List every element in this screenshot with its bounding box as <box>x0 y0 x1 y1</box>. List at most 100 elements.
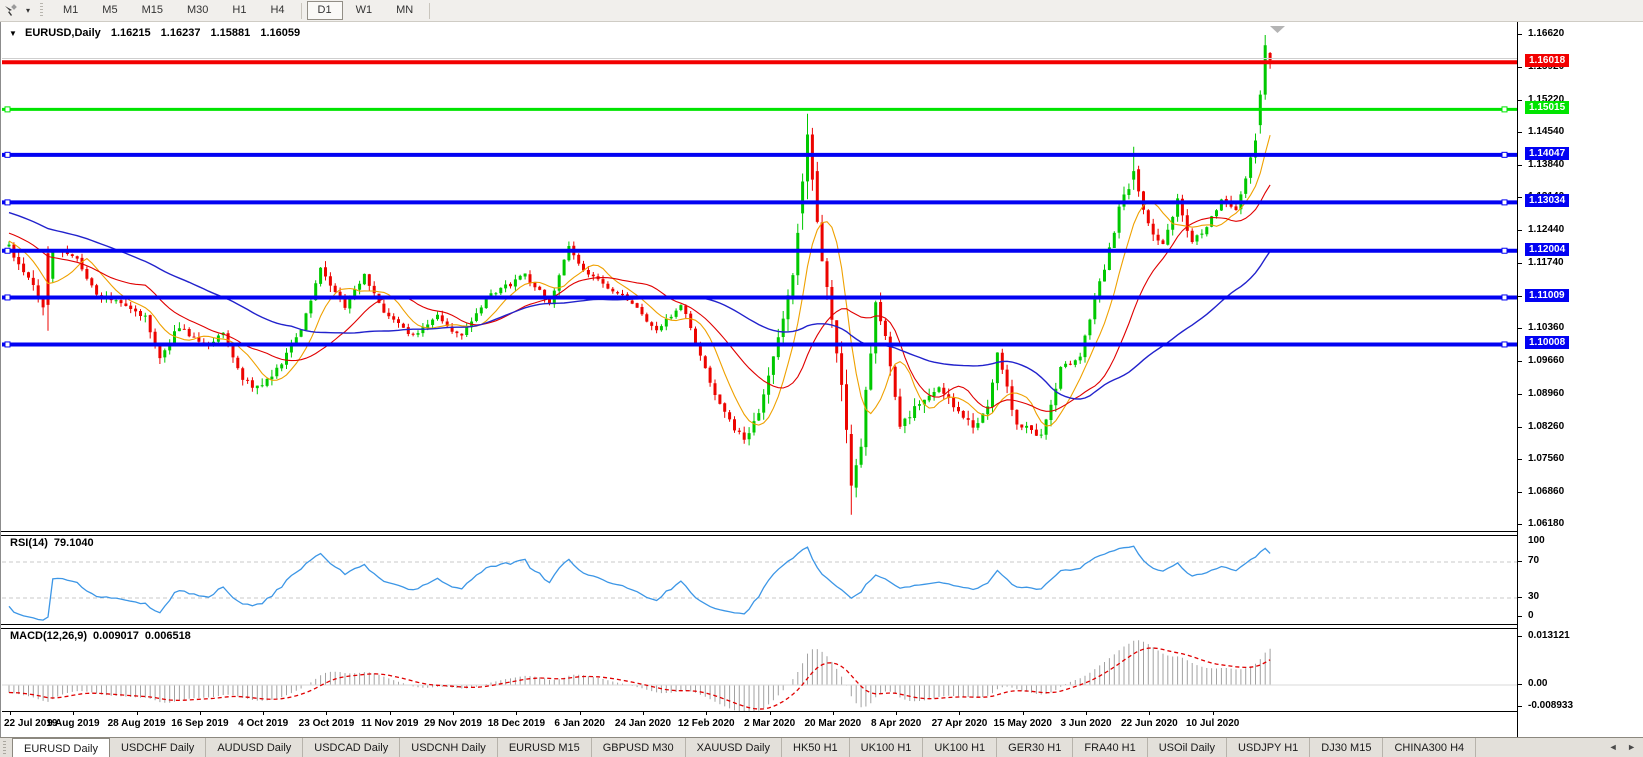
x-axis-tick <box>706 712 708 715</box>
timeframe-button-m30[interactable]: M30 <box>186 4 209 16</box>
tab-nav-left-icon[interactable]: ◄ <box>1608 742 1618 752</box>
x-axis-tick <box>199 712 201 715</box>
collapse-icon[interactable]: ▼ <box>9 29 17 38</box>
hline-anchor[interactable] <box>4 341 11 348</box>
x-axis[interactable]: 22 Jul 2019 9 Aug 2019 28 Aug 2019 16 Sep 2… <box>2 711 1517 738</box>
hline-anchor[interactable] <box>1501 294 1508 301</box>
axis-tick-mark <box>1518 263 1522 265</box>
x-axis-tick <box>136 712 138 715</box>
tab-eurusd-daily[interactable]: EURUSD Daily <box>12 738 110 757</box>
tab-usdcnh-daily[interactable]: USDCNH Daily <box>400 738 498 757</box>
price-tick-label: 1.08960 <box>1528 387 1565 399</box>
chart-cursor-icon[interactable] <box>0 2 22 20</box>
price-level-badge-1.12004[interactable]: 1.12004 <box>1525 242 1570 256</box>
x-axis-label: 10 Jul 2020 <box>1185 718 1240 729</box>
hline-anchor[interactable] <box>1501 151 1508 158</box>
hline-anchor[interactable] <box>4 199 11 206</box>
hline-anchor[interactable] <box>4 247 11 254</box>
tab-nav-right-icon[interactable]: ► <box>1627 742 1636 752</box>
axis-tick-mark <box>1518 524 1522 526</box>
x-axis-label: 29 Nov 2019 <box>424 718 482 729</box>
tab-uk100-h1[interactable]: UK100 H1 <box>850 738 924 757</box>
axis-tick-mark <box>1518 636 1522 637</box>
tab-usdcad-daily[interactable]: USDCAD Daily <box>303 738 401 757</box>
tab-xauusd-daily[interactable]: XAUUSD Daily <box>686 738 782 757</box>
chart-title-symbol: EURUSD,Daily <box>24 27 101 39</box>
panel-separator-rsi[interactable] <box>1 531 1643 536</box>
x-axis-tick <box>1086 712 1088 715</box>
chart-shift-marker-icon[interactable] <box>1270 26 1285 33</box>
price-level-badge-1.11009[interactable]: 1.11009 <box>1525 289 1569 303</box>
macd-current-value: 0.009017 <box>93 630 139 642</box>
hline-anchor[interactable] <box>1501 199 1508 206</box>
x-axis-tick <box>73 712 75 715</box>
timeframe-button-w1[interactable]: W1 <box>355 4 373 16</box>
axis-tick-mark <box>1518 34 1522 36</box>
timeframe-button-h4[interactable]: H4 <box>270 4 285 16</box>
tab-eurusd-m15[interactable]: EURUSD M15 <box>498 738 592 757</box>
toolbar-separator <box>429 2 431 19</box>
y-axis[interactable]: 1.166201.159201.152201.145401.138401.131… <box>1517 21 1643 737</box>
x-axis-label: 23 Oct 2019 <box>298 718 355 729</box>
timeframe-button-h1[interactable]: H1 <box>232 4 247 16</box>
price-level-badge-1.15015[interactable]: 1.15015 <box>1525 101 1570 115</box>
tab-dj30-m15[interactable]: DJ30 M15 <box>1310 738 1384 757</box>
panel-separator-macd[interactable] <box>1 624 1643 629</box>
timeframe-button-m5[interactable]: M5 <box>102 4 118 16</box>
x-axis-tick <box>389 712 391 715</box>
price-level-badge-1.16018[interactable]: 1.16018 <box>1525 54 1570 68</box>
price-level-badge-1.10008[interactable]: 1.10008 <box>1525 336 1570 350</box>
tab-uk100-h1[interactable]: UK100 H1 <box>923 738 998 757</box>
x-axis-label: 22 Jun 2020 <box>1120 718 1178 729</box>
hline-anchor[interactable] <box>4 294 11 301</box>
hline-anchor[interactable] <box>4 151 11 158</box>
tab-usdjpy-h1[interactable]: USDJPY H1 <box>1227 738 1311 757</box>
chart-title: ▼ EURUSD,Daily 1.16215 1.16237 1.15881 1… <box>9 27 300 39</box>
chevron-down-icon[interactable]: ▾ <box>25 6 30 15</box>
tab-usdchf-daily[interactable]: USDCHF Daily <box>110 738 207 757</box>
macd-axis-label: -0.008933 <box>1528 700 1574 711</box>
price-tick-label: 1.13840 <box>1528 158 1565 170</box>
x-axis-tick <box>453 712 455 715</box>
hline-anchor[interactable] <box>1501 341 1508 348</box>
rsi-panel-canvas[interactable] <box>2 534 1517 624</box>
hline-anchor[interactable] <box>1501 106 1508 113</box>
price-level-badge-1.14047[interactable]: 1.14047 <box>1525 146 1570 160</box>
macd-panel-canvas[interactable] <box>2 627 1517 711</box>
price-level-badge-1.13034[interactable]: 1.13034 <box>1525 194 1570 208</box>
axis-tick-mark <box>1518 131 1522 133</box>
price-tick-label: 1.16620 <box>1528 28 1565 40</box>
toolbar-grip[interactable] <box>40 3 43 18</box>
timeframe-button-m15[interactable]: M15 <box>141 4 163 16</box>
cursor-shape <box>5 5 12 16</box>
ohlc-low: 1.15881 <box>210 27 251 39</box>
tab-fra40-h1[interactable]: FRA40 H1 <box>1073 738 1148 757</box>
x-axis-tick <box>516 712 518 715</box>
hline-anchor[interactable] <box>1501 247 1508 254</box>
tab-ger30-h1[interactable]: GER30 H1 <box>997 738 1074 757</box>
rsi-axis-label: 30 <box>1528 591 1540 602</box>
ohlc-close: 1.16059 <box>260 27 301 39</box>
timeframe-button-m1[interactable]: M1 <box>63 4 79 16</box>
tab-gbpusd-m30[interactable]: GBPUSD M30 <box>592 738 686 757</box>
tabbar-grip[interactable] <box>3 741 6 755</box>
axis-tick-mark <box>1518 327 1522 329</box>
tab-usoil-daily[interactable]: USOil Daily <box>1148 738 1227 757</box>
axis-tick-mark <box>1518 684 1522 685</box>
top-toolbar: ▾ M1 M5 M15 M30 H1 H4 D1 W1 MN <box>0 0 1643 22</box>
hline-anchor[interactable] <box>4 106 11 113</box>
x-axis-label: 27 Apr 2020 <box>931 718 988 729</box>
tab-hk50-h1[interactable]: HK50 H1 <box>782 738 850 757</box>
rsi-line <box>8 545 1271 621</box>
tab-china300-h4[interactable]: CHINA300 H4 <box>1383 738 1477 757</box>
macd-axis-label: 0.00 <box>1528 678 1548 689</box>
axis-tick-mark <box>1518 164 1522 166</box>
price-chart-canvas[interactable] <box>2 23 1517 531</box>
x-axis-label: 15 May 2020 <box>993 718 1052 729</box>
timeframe-button-mn[interactable]: MN <box>396 4 414 16</box>
axis-tick-mark <box>1518 99 1522 101</box>
axis-tick-mark <box>1518 66 1522 68</box>
tab-audusd-daily[interactable]: AUDUSD Daily <box>206 738 304 757</box>
timeframe-button-d1[interactable]: D1 <box>306 1 343 20</box>
macd-axis-label: 0.013121 <box>1528 630 1570 641</box>
